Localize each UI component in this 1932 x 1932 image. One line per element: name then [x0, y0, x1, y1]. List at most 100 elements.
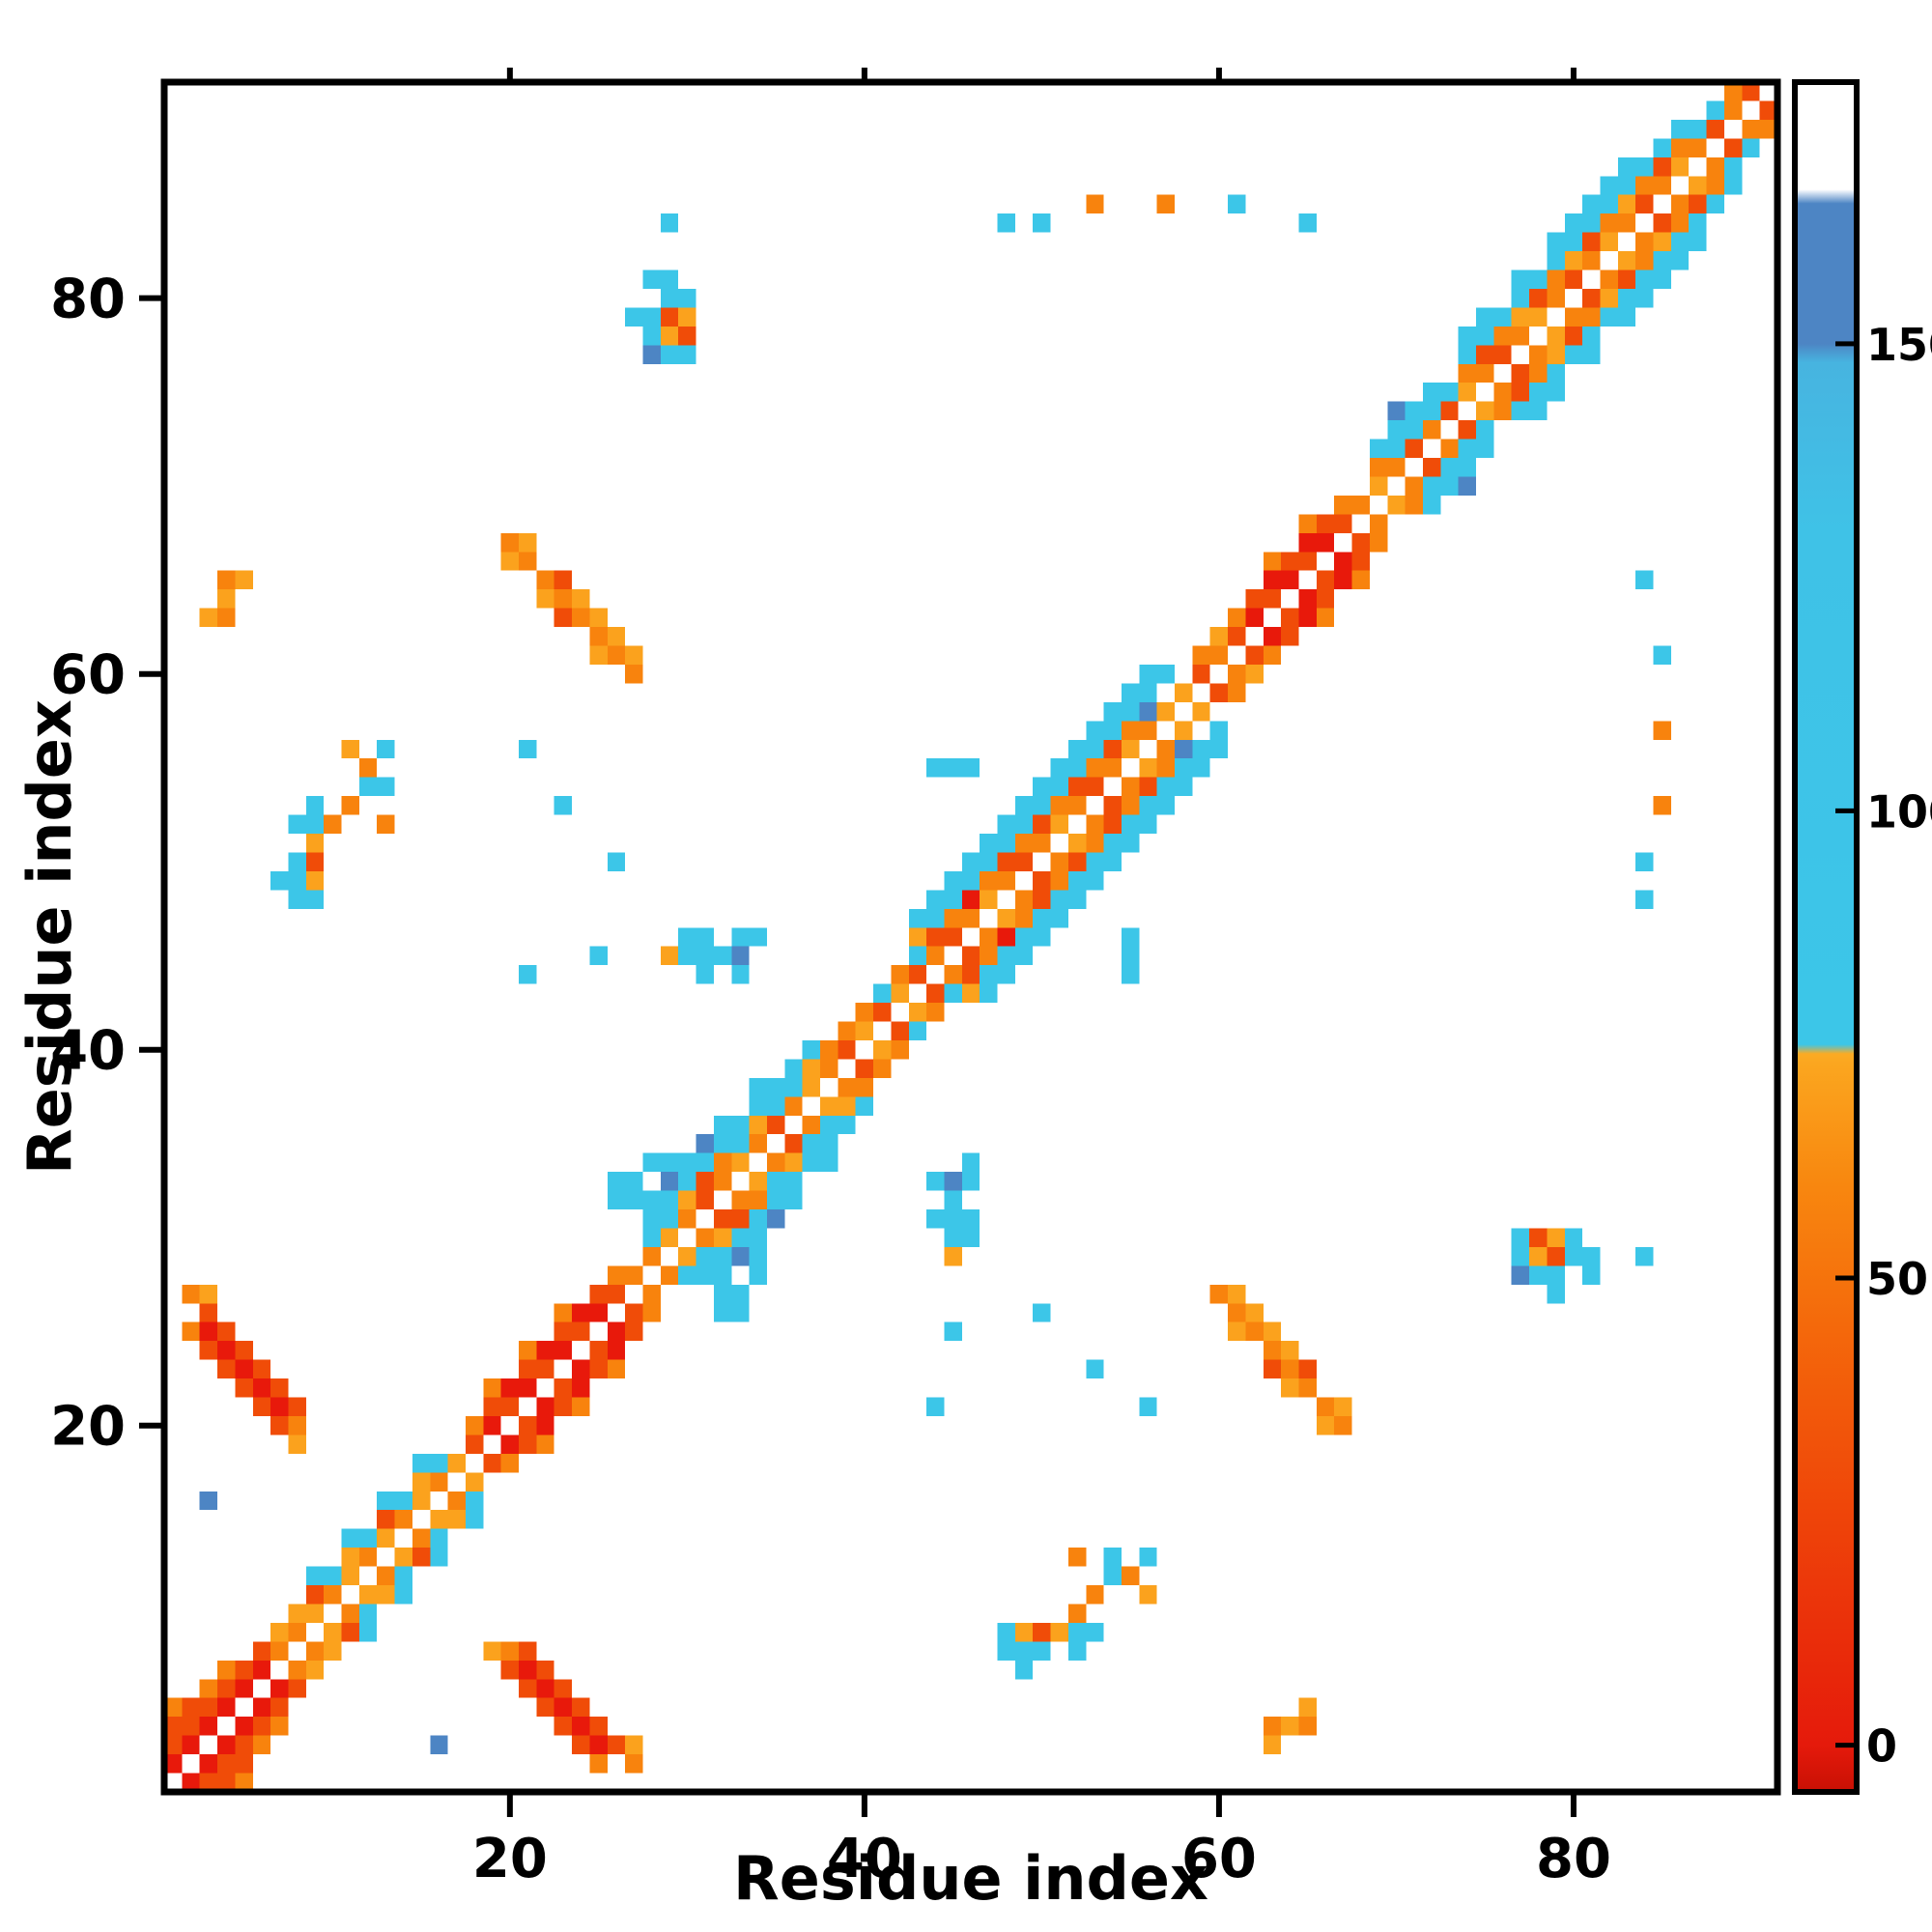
heatmap-cell — [1635, 156, 1654, 177]
heatmap-cell — [412, 1528, 431, 1548]
y-tick-label: 20 — [50, 1396, 126, 1459]
heatmap-cell — [1139, 1585, 1157, 1605]
heatmap-cell — [997, 834, 1015, 853]
heatmap-cell — [696, 927, 714, 947]
heatmap-cell — [1228, 664, 1246, 684]
heatmap-cell — [500, 1378, 520, 1398]
heatmap-cell — [607, 1321, 626, 1342]
heatmap-cell — [519, 965, 537, 984]
heatmap-cell — [607, 627, 626, 646]
heatmap-cell — [1493, 326, 1512, 346]
heatmap-cell — [678, 345, 696, 364]
heatmap-cell — [519, 1415, 537, 1435]
heatmap-cell — [980, 852, 998, 871]
heatmap-cell — [1192, 664, 1210, 684]
heatmap-cell — [1635, 232, 1654, 252]
heatmap-cell — [713, 1303, 732, 1322]
heatmap-cell — [500, 1660, 520, 1680]
heatmap-cell — [288, 814, 306, 835]
heatmap-cell — [1511, 326, 1530, 346]
heatmap-cell — [784, 1152, 803, 1173]
x-axis: 20 40 60 80 — [472, 68, 1611, 1890]
heatmap-cell — [1723, 156, 1743, 177]
heatmap-cell — [997, 927, 1015, 947]
heatmap-cell — [1334, 514, 1352, 533]
heatmap-cell — [235, 1754, 253, 1774]
heatmap-cell — [1759, 119, 1777, 139]
heatmap-cell — [696, 1152, 714, 1173]
heatmap-cell — [696, 946, 714, 966]
heatmap-cell — [926, 758, 945, 778]
heatmap-cell — [678, 1152, 696, 1173]
heatmap-cell — [926, 946, 945, 966]
heatmap-cell — [1192, 758, 1210, 778]
heatmap-cell — [784, 1134, 803, 1153]
heatmap-cell — [1121, 739, 1140, 759]
heatmap-cell — [1086, 721, 1104, 740]
colorbar-tick-label: 50 — [1866, 1253, 1928, 1305]
heatmap-cell — [1086, 834, 1104, 853]
heatmap-cell — [358, 758, 378, 778]
heatmap-cell — [1706, 176, 1724, 195]
colorbar-gradient — [1795, 82, 1857, 1792]
heatmap-cell — [1067, 1548, 1087, 1567]
heatmap-cell — [1529, 270, 1548, 289]
heatmap-cell — [500, 1397, 520, 1416]
heatmap-cell — [1387, 458, 1406, 477]
heatmap-cell — [1086, 814, 1104, 835]
heatmap-cell — [217, 1773, 236, 1792]
heatmap-cell — [1369, 476, 1388, 496]
heatmap-cell — [1245, 1303, 1264, 1322]
heatmap-cell — [625, 307, 643, 327]
heatmap-cell — [784, 1059, 803, 1078]
heatmap-cell — [341, 739, 359, 759]
heatmap-cell — [305, 1641, 325, 1661]
heatmap-cell — [447, 1491, 466, 1511]
heatmap-cell — [1493, 307, 1512, 327]
heatmap-cell — [430, 1472, 448, 1492]
heatmap-cell — [536, 1341, 554, 1360]
heatmap-cell — [1529, 1265, 1548, 1285]
heatmap-cell — [235, 1717, 253, 1736]
heatmap-cells — [164, 82, 1777, 1792]
heatmap-cell — [217, 1341, 236, 1360]
heatmap-cell — [660, 946, 679, 966]
heatmap-cell — [1103, 701, 1122, 722]
heatmap-cell — [1033, 777, 1051, 797]
heatmap-cell — [891, 1021, 909, 1040]
heatmap-cell — [536, 1435, 554, 1454]
heatmap-cell — [1067, 777, 1087, 797]
heatmap-cell — [908, 1021, 927, 1040]
heatmap-cell — [1014, 1660, 1034, 1680]
heatmap-cell — [873, 1039, 892, 1060]
heatmap-cell — [1086, 777, 1104, 797]
heatmap-cell — [820, 1039, 838, 1060]
heatmap-cell — [217, 570, 236, 590]
heatmap-cell — [1547, 326, 1565, 346]
heatmap-cell — [1086, 870, 1104, 891]
heatmap-cell — [199, 1303, 218, 1322]
heatmap-cell — [1405, 401, 1423, 421]
heatmap-cell — [1617, 176, 1636, 195]
heatmap-cell — [1139, 701, 1157, 722]
heatmap-cell — [1086, 739, 1104, 759]
heatmap-cell — [749, 1096, 767, 1116]
heatmap-cell — [1635, 852, 1654, 871]
heatmap-cell — [838, 1039, 856, 1060]
heatmap-cell — [589, 627, 608, 646]
heatmap-cell — [377, 1585, 395, 1605]
heatmap-cell — [1121, 834, 1140, 853]
heatmap-cell — [1476, 307, 1494, 327]
heatmap-cell — [961, 946, 980, 966]
heatmap-cell — [199, 1284, 218, 1304]
heatmap-cell — [1600, 288, 1618, 308]
heatmap-cell — [199, 608, 218, 628]
heatmap-cell — [589, 1735, 608, 1755]
heatmap-cell — [1689, 213, 1707, 233]
heatmap-cell — [1156, 758, 1176, 778]
heatmap-cell — [855, 1059, 874, 1078]
heatmap-cell — [483, 1397, 501, 1416]
heatmap-cell — [394, 1510, 412, 1529]
heatmap-cell — [766, 1152, 785, 1173]
heatmap-cell — [554, 1679, 573, 1698]
